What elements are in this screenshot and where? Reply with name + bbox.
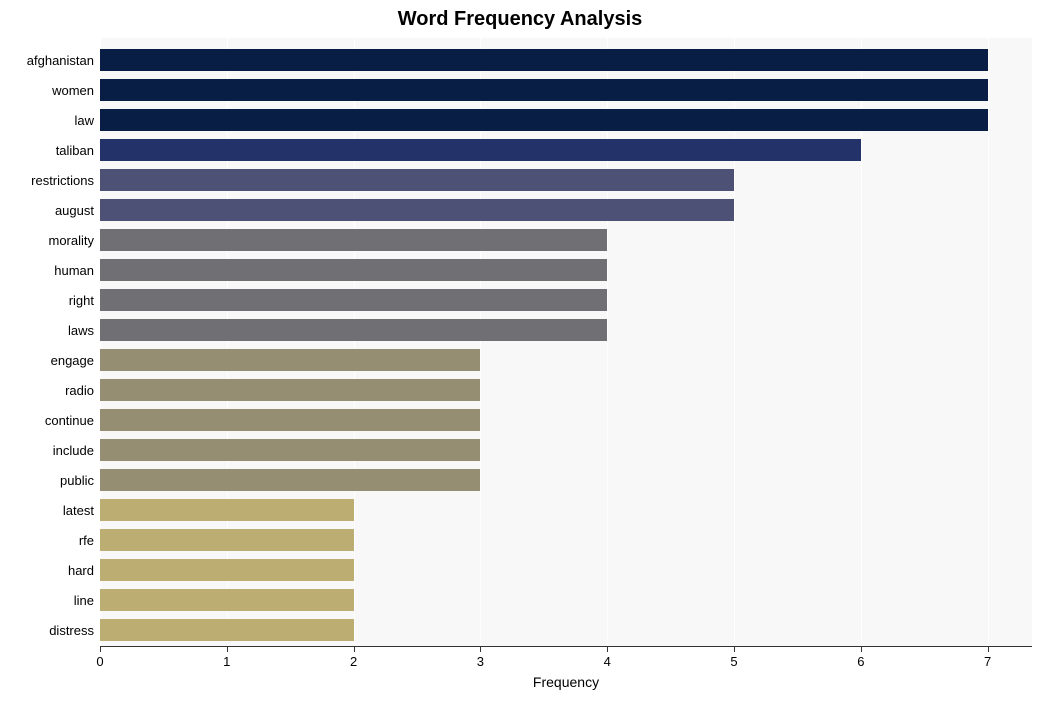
x-tick-label: 4 <box>587 654 627 669</box>
x-tick-label: 5 <box>714 654 754 669</box>
y-tick-label: right <box>2 293 94 308</box>
y-tick-label: engage <box>2 353 94 368</box>
x-tick-mark <box>734 646 735 652</box>
x-tick-mark <box>227 646 228 652</box>
bar <box>100 349 480 371</box>
chart-container: Word Frequency Analysis afghanistan women… <box>0 0 1040 701</box>
y-tick-label: afghanistan <box>2 53 94 68</box>
bar <box>100 589 354 611</box>
bar <box>100 559 354 581</box>
y-tick-label: include <box>2 443 94 458</box>
bar <box>100 169 734 191</box>
x-tick-mark <box>100 646 101 652</box>
x-axis-title: Frequency <box>100 674 1032 690</box>
x-tick-mark <box>480 646 481 652</box>
bar <box>100 439 480 461</box>
chart-title: Word Frequency Analysis <box>0 8 1040 31</box>
bar <box>100 289 607 311</box>
x-tick-mark <box>861 646 862 652</box>
x-tick-label: 6 <box>841 654 881 669</box>
bar <box>100 529 354 551</box>
x-axis-line <box>100 646 1032 647</box>
x-tick-label: 1 <box>207 654 247 669</box>
y-tick-label: radio <box>2 383 94 398</box>
y-tick-label: august <box>2 203 94 218</box>
x-tick-mark <box>607 646 608 652</box>
y-tick-label: distress <box>2 623 94 638</box>
y-tick-label: morality <box>2 233 94 248</box>
y-tick-label: public <box>2 473 94 488</box>
y-tick-label: law <box>2 113 94 128</box>
x-tick-mark <box>354 646 355 652</box>
bar <box>100 229 607 251</box>
bar <box>100 139 861 161</box>
x-tick-label: 0 <box>80 654 120 669</box>
plot-area <box>100 38 1032 646</box>
bar <box>100 259 607 281</box>
y-tick-label: women <box>2 83 94 98</box>
y-tick-label: human <box>2 263 94 278</box>
x-tick-label: 2 <box>334 654 374 669</box>
y-tick-label: hard <box>2 563 94 578</box>
x-tick-label: 7 <box>968 654 1008 669</box>
bar <box>100 619 354 641</box>
y-tick-label: latest <box>2 503 94 518</box>
bar <box>100 499 354 521</box>
y-tick-label: line <box>2 593 94 608</box>
gridline <box>988 38 989 646</box>
bar <box>100 109 988 131</box>
x-tick-mark <box>988 646 989 652</box>
bar <box>100 79 988 101</box>
bar <box>100 319 607 341</box>
y-tick-label: continue <box>2 413 94 428</box>
bar <box>100 379 480 401</box>
bar <box>100 409 480 431</box>
y-tick-label: laws <box>2 323 94 338</box>
bar <box>100 469 480 491</box>
x-tick-label: 3 <box>460 654 500 669</box>
y-tick-label: taliban <box>2 143 94 158</box>
y-tick-label: rfe <box>2 533 94 548</box>
bar <box>100 49 988 71</box>
y-tick-label: restrictions <box>2 173 94 188</box>
bar <box>100 199 734 221</box>
